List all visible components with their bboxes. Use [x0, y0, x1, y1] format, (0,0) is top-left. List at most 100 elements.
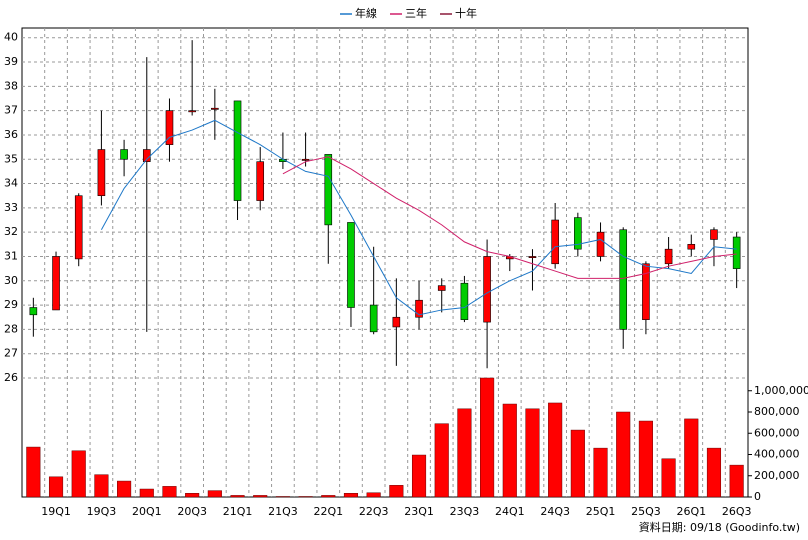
x-tick-label: 19Q1: [41, 505, 71, 518]
candle-body: [256, 161, 265, 201]
x-tick-label: 20Q3: [177, 505, 207, 518]
candle-body: [664, 248, 673, 265]
candle-body: [483, 256, 491, 323]
volume-bar: [593, 447, 608, 498]
volume-bar: [616, 411, 631, 498]
volume-bar: [48, 476, 64, 498]
volume-bar: [706, 447, 722, 498]
candle-body: [52, 256, 60, 311]
y-tick-label: 29: [4, 298, 18, 311]
y-tick-label: 37: [4, 104, 18, 117]
x-tick-label: 26Q3: [722, 505, 752, 518]
candle-body: [29, 307, 38, 316]
candle-body: [574, 217, 582, 250]
candle-body: [619, 229, 628, 330]
y-tick-label: 27: [4, 347, 18, 360]
x-tick-label: 22Q1: [313, 505, 343, 518]
candle-body: [233, 100, 242, 201]
volume-bar: [26, 446, 41, 498]
candle-body: [188, 110, 196, 113]
volume-bar: [480, 377, 495, 498]
candle-body: [596, 231, 605, 257]
x-tick-label: 24Q1: [495, 505, 525, 518]
y-tick-label: 40: [4, 31, 18, 44]
y2-tick-label: 400,000: [754, 448, 800, 461]
candle-body: [732, 236, 741, 269]
footnote: 資料日期: 09/18 (Goodinfo.tw): [639, 520, 800, 534]
x-tick-label: 26Q1: [676, 505, 706, 518]
y2-tick-label: 200,000: [754, 469, 800, 482]
candle-body: [710, 229, 718, 240]
y2-tick-label: 800,000: [754, 405, 800, 418]
y-tick-label: 30: [4, 274, 18, 287]
x-tick-label: 21Q3: [268, 505, 298, 518]
volume-bar: [638, 420, 653, 498]
candle-body: [347, 222, 355, 308]
volume-bar: [185, 493, 200, 498]
candle-body: [687, 244, 696, 250]
legend-label: 三年: [405, 6, 427, 20]
volume-bar: [162, 486, 177, 498]
candle-body: [301, 158, 310, 161]
volume-bar: [253, 495, 268, 498]
candle-body: [415, 299, 423, 318]
volume-bar: [661, 458, 676, 498]
y-tick-label: 34: [4, 177, 18, 190]
y-tick-label: 39: [4, 55, 18, 68]
volume-bar: [230, 495, 245, 498]
volume-bar: [389, 485, 404, 498]
candle-body: [324, 154, 333, 226]
y-tick-label: 31: [4, 249, 18, 262]
candle-body: [369, 304, 378, 333]
volume-bar: [525, 408, 540, 498]
volume-bar: [548, 402, 563, 498]
volume-bar: [207, 490, 222, 498]
x-tick-label: 22Q3: [359, 505, 389, 518]
volume-bar: [570, 429, 585, 498]
legend-label: 年線: [355, 6, 377, 20]
y-tick-label: 28: [4, 322, 18, 335]
y2-tick-label: 0: [754, 490, 761, 503]
volume-bar: [321, 495, 336, 498]
x-tick-label: 23Q1: [404, 505, 434, 518]
y-tick-label: 36: [4, 128, 18, 141]
candle-body: [120, 149, 128, 160]
y-tick-label: 32: [4, 225, 18, 238]
y-tick-label: 38: [4, 79, 18, 92]
volume-bar: [139, 488, 154, 498]
volume-bar: [298, 496, 313, 498]
y-tick-label: 33: [4, 201, 18, 214]
volume-bar: [117, 480, 132, 498]
legend-label: 十年: [455, 6, 477, 20]
x-tick-label: 24Q3: [540, 505, 570, 518]
candle-body: [392, 316, 401, 328]
volume-bar: [94, 474, 109, 498]
volume-bar: [457, 408, 472, 498]
candle-body: [211, 107, 219, 110]
ma-line: [282, 156, 737, 279]
volume-bar: [411, 454, 427, 498]
x-tick-label: 21Q1: [223, 505, 253, 518]
x-tick-label: 25Q1: [586, 505, 616, 518]
volume-bar: [343, 493, 359, 498]
volume-bar: [434, 423, 449, 498]
y2-tick-label: 1,000,000: [754, 384, 808, 397]
volume-bar: [366, 492, 381, 498]
ma-line: [100, 119, 737, 316]
candle-body: [642, 263, 650, 320]
candle-body: [551, 219, 559, 265]
y-tick-label: 26: [4, 371, 18, 384]
candle-body: [528, 256, 537, 258]
candle-body: [437, 285, 446, 291]
candle-body: [165, 110, 174, 145]
candle-body: [97, 149, 106, 197]
x-tick-label: 23Q3: [450, 505, 480, 518]
candle-body: [460, 282, 469, 320]
volume-bar: [502, 403, 517, 498]
x-tick-label: 19Q3: [87, 505, 117, 518]
candle-body: [74, 195, 83, 260]
y-tick-label: 35: [4, 152, 18, 165]
volume-bar: [684, 418, 699, 498]
